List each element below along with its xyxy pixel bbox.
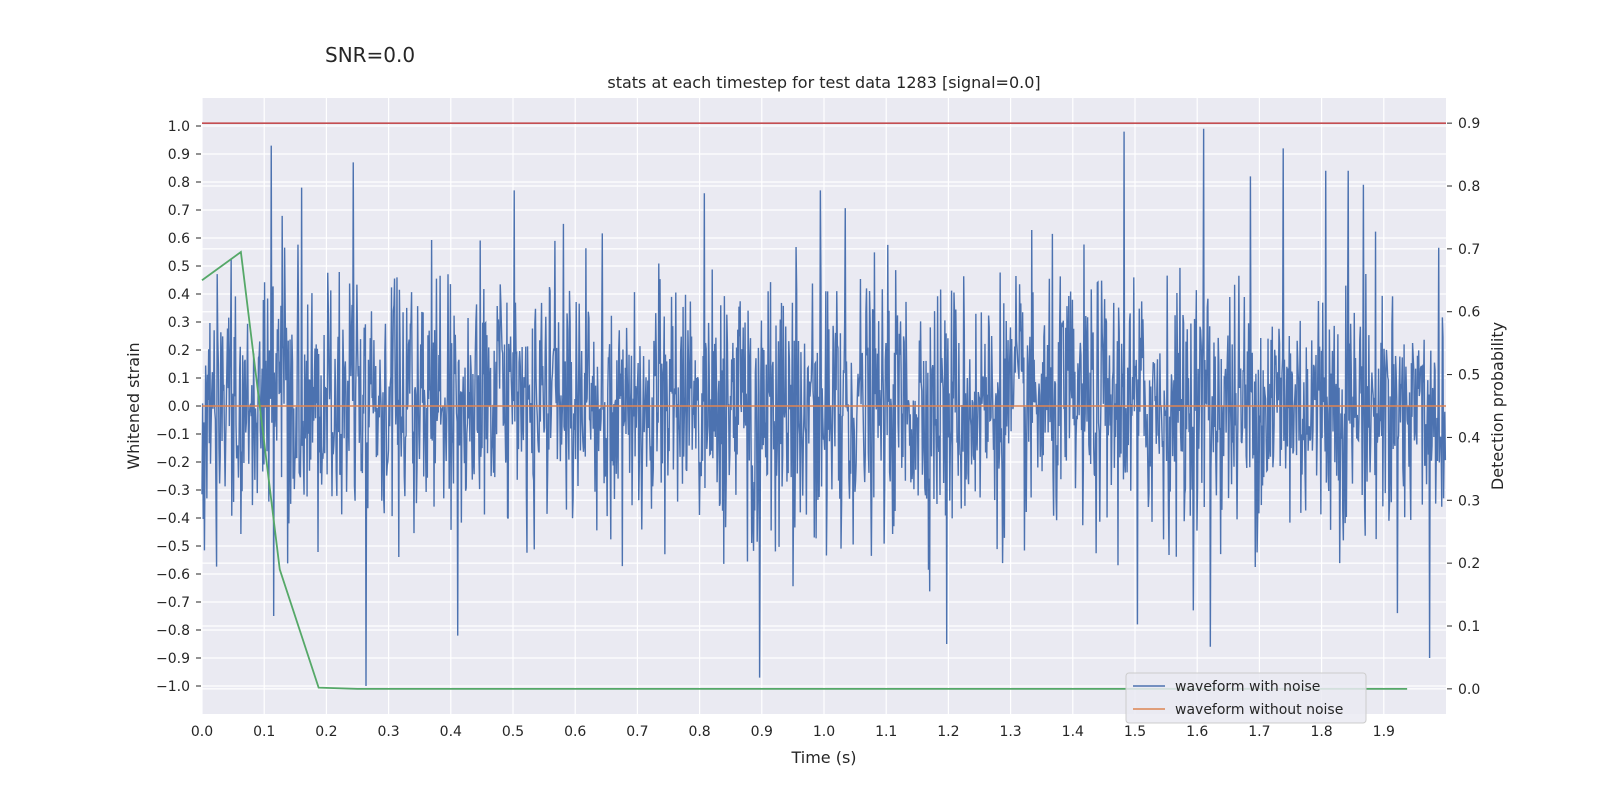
y-tick-label: −0.1 (156, 427, 190, 443)
x-tick-label: 0.0 (191, 724, 213, 740)
x-tick-label: 0.5 (502, 724, 524, 740)
y-tick-label-right: 0.0 (1458, 682, 1480, 698)
x-tick-label: 0.8 (688, 724, 710, 740)
y-tick-label: −0.9 (156, 651, 190, 667)
y-tick-label-right: 0.3 (1458, 493, 1480, 509)
y-tick-label-right: 0.1 (1458, 619, 1480, 635)
x-tick-label: 0.3 (377, 724, 399, 740)
y-tick-label: 0.7 (168, 203, 190, 219)
y-tick-label: −0.2 (156, 455, 190, 471)
y-tick-label: −0.7 (156, 595, 190, 611)
x-tick-label: 1.1 (875, 724, 897, 740)
legend-box (1125, 672, 1367, 724)
y-tick-label: −1.0 (156, 679, 190, 695)
y-tick-label: −0.6 (156, 567, 190, 583)
x-tick-label: 1.2 (937, 724, 959, 740)
x-tick-label: 0.7 (626, 724, 648, 740)
x-tick-label: 1.5 (1124, 724, 1146, 740)
y-tick-label: 0.0 (168, 399, 190, 415)
y-tick-label: 0.4 (168, 287, 190, 303)
x-tick-label: 0.6 (564, 724, 586, 740)
legend-label-clean: waveform without noise (1175, 702, 1343, 718)
y-tick-label: −0.5 (156, 539, 190, 555)
y-tick-label: 1.0 (168, 119, 190, 135)
y-tick-label-right: 0.5 (1458, 368, 1480, 384)
legend-label-noise: waveform with noise (1175, 679, 1320, 695)
x-tick-label: 1.9 (1373, 724, 1395, 740)
y-ticks-left: 1.0 0.9 0.8 0.7 0.6 0.5 0.4 0.3 0.2 0.1 0.0 −0.1 −0.… (156, 119, 201, 695)
y-tick-label: 0.5 (168, 259, 190, 275)
x-tick-label: 1.8 (1310, 724, 1332, 740)
x-tick-label: 0.1 (253, 724, 275, 740)
series-waveform-with-noise (201, 128, 1447, 687)
y-tick-label: 0.3 (168, 315, 190, 331)
y-tick-label: −0.4 (156, 511, 190, 527)
y-tick-label: −0.8 (156, 623, 190, 639)
y-tick-label-right: 0.7 (1458, 242, 1480, 258)
legend: waveform with noise waveform without noi… (1125, 672, 1367, 724)
x-ticks: 0.0 0.1 0.2 0.3 0.4 0.5 0.6 0.7 0.8 0.9 1.0 1.1 1.2 1… (191, 724, 1395, 740)
y-axis-label: Whitened strain (124, 342, 143, 469)
x-tick-label: 1.7 (1248, 724, 1270, 740)
x-axis-label: Time (s) (790, 748, 856, 767)
y-tick-label: 0.1 (168, 371, 190, 387)
y-ticks-right: 0.9 0.8 0.7 0.6 0.5 0.4 0.3 0.2 0.1 0.0 (1447, 116, 1480, 698)
y-tick-label: 0.8 (168, 175, 190, 191)
y-tick-label-right: 0.4 (1458, 430, 1480, 446)
chart-title: stats at each timestep for test data 128… (607, 73, 1040, 92)
x-tick-label: 1.0 (813, 724, 835, 740)
y-tick-label-right: 0.8 (1458, 179, 1480, 195)
x-tick-label: 0.4 (440, 724, 462, 740)
y-tick-label-right: 0.9 (1458, 116, 1480, 132)
y-tick-label-right: 0.2 (1458, 556, 1480, 572)
x-tick-label: 1.3 (999, 724, 1021, 740)
x-tick-label: 0.2 (315, 724, 337, 740)
y-tick-label: 0.9 (168, 147, 190, 163)
y-tick-label: 0.6 (168, 231, 190, 247)
x-tick-label: 1.4 (1062, 724, 1084, 740)
y-tick-label: 0.2 (168, 343, 190, 359)
x-tick-label: 0.9 (751, 724, 773, 740)
y-tick-label: −0.3 (156, 483, 190, 499)
x-tick-label: 1.6 (1186, 724, 1208, 740)
suptitle: SNR=0.0 (325, 43, 415, 67)
y-tick-label-right: 0.6 (1458, 305, 1480, 321)
y-axis-label-right: Detection probability (1488, 322, 1507, 490)
